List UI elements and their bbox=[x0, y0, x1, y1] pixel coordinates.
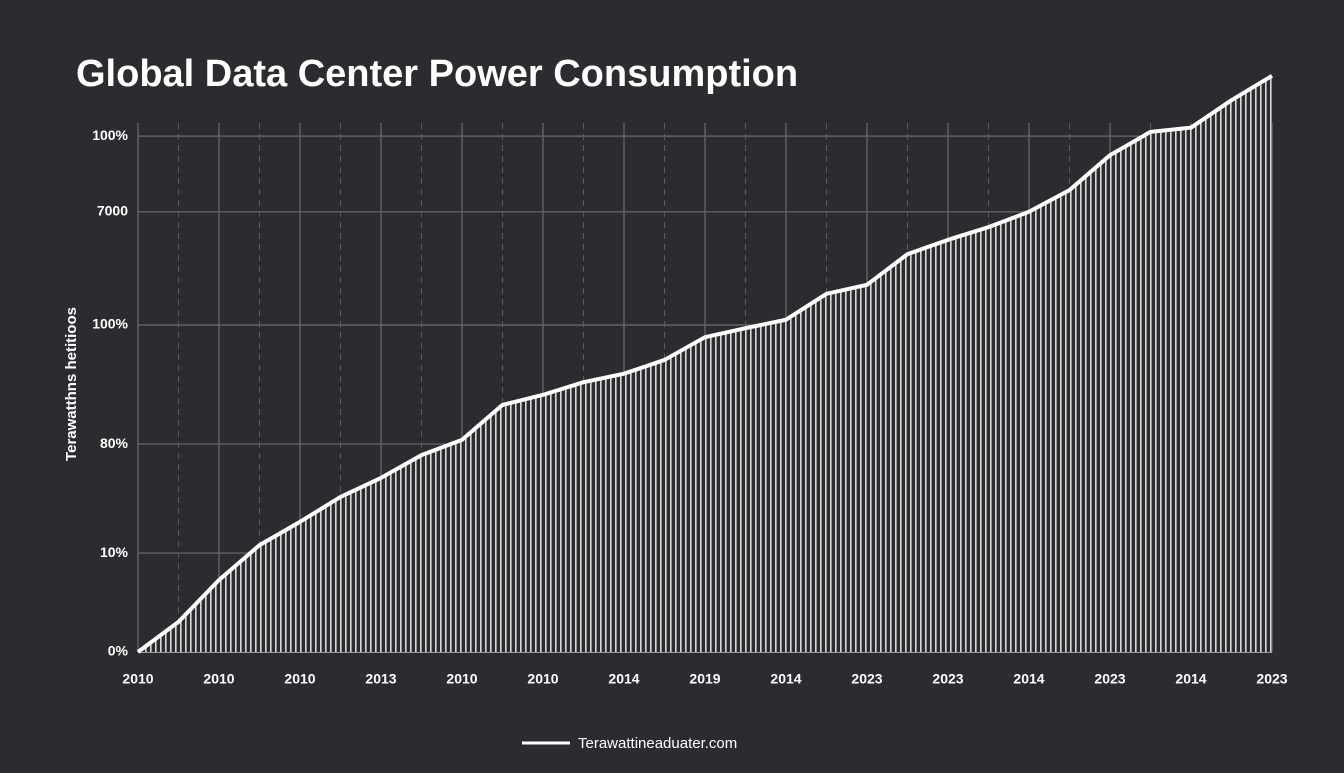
x-tick-label: 2014 bbox=[770, 671, 801, 687]
x-tick-label: 2010 bbox=[446, 671, 477, 687]
y-tick-label: 100% bbox=[92, 316, 128, 332]
x-tick-label: 2013 bbox=[365, 671, 396, 687]
x-tick-label: 2014 bbox=[608, 671, 639, 687]
y-tick-label: 100% bbox=[92, 127, 128, 143]
x-tick-label: 2010 bbox=[284, 671, 315, 687]
y-tick-label: 0% bbox=[108, 643, 129, 659]
axis-labels: 0% 10% 80% 100% 7000 100% 2010 2010 2010 2013 2010… bbox=[92, 127, 1288, 687]
legend-label: Terawattineaduater.com bbox=[578, 735, 737, 752]
area bbox=[138, 75, 1272, 652]
x-tick-label: 2023 bbox=[1256, 671, 1287, 687]
x-tick-label: 2010 bbox=[122, 671, 153, 687]
x-tick-label: 2014 bbox=[1013, 671, 1044, 687]
x-tick-label: 2010 bbox=[527, 671, 558, 687]
line bbox=[136, 74, 1274, 654]
x-tick-label: 2023 bbox=[932, 671, 963, 687]
x-tick-label: 2014 bbox=[1175, 671, 1206, 687]
x-tick-label: 2023 bbox=[1094, 671, 1125, 687]
x-tick-label: 2023 bbox=[851, 671, 882, 687]
x-tick-label: 2010 bbox=[203, 671, 234, 687]
y-tick-label: 80% bbox=[100, 435, 129, 451]
plot bbox=[136, 74, 1274, 654]
y-tick-label: 10% bbox=[100, 544, 129, 560]
y-tick-label: 7000 bbox=[97, 202, 128, 218]
x-tick-label: 2019 bbox=[689, 671, 720, 687]
chart-title: Global Data Center Power Consumption bbox=[76, 53, 798, 95]
y-axis-label: Terawatthns hetitioos bbox=[63, 307, 80, 461]
